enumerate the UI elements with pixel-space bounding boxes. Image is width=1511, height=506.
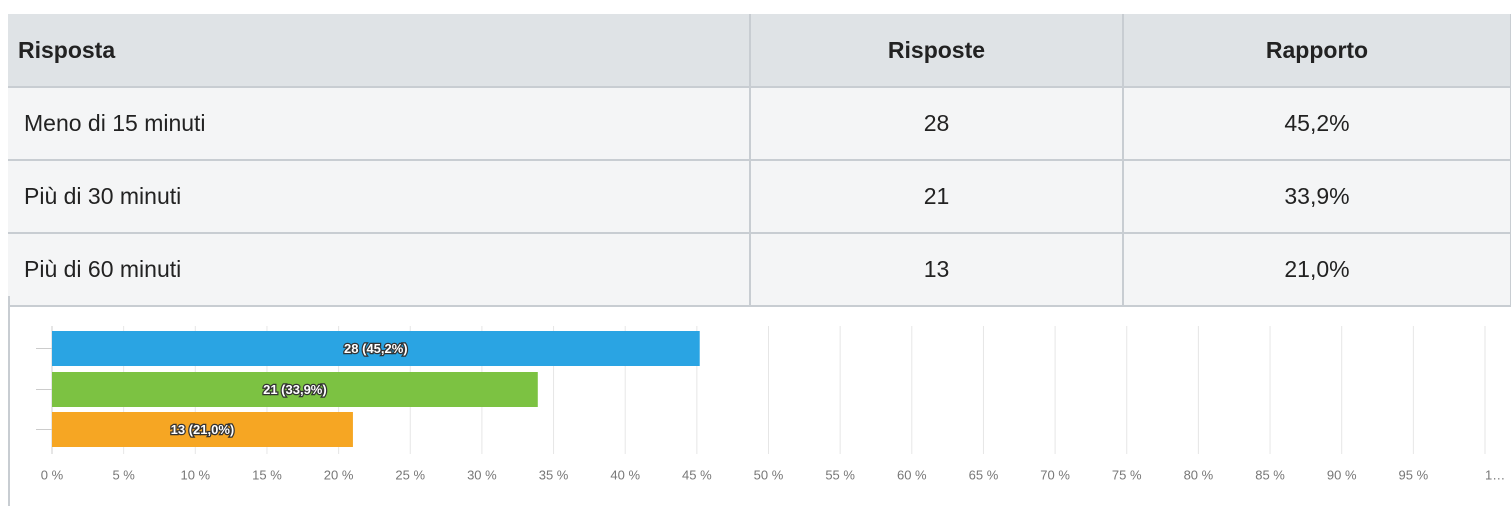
header-cell: Risposta: [8, 14, 751, 88]
bar-label: 13 (21,0%): [171, 422, 235, 437]
x-tick-label: 80 %: [1184, 467, 1214, 482]
bar-label: 28 (45,2%): [344, 341, 408, 356]
cell-text: 33,9%: [1284, 183, 1350, 209]
x-tick-label: 1…: [1485, 467, 1505, 482]
x-tick-label: 70 %: [1040, 467, 1070, 482]
x-tick-label: 50 %: [754, 467, 784, 482]
x-tick-label: 25 %: [395, 467, 425, 482]
table-row: Meno di 15 minuti 28 45,2%: [8, 87, 1511, 161]
x-tick-label: 45 %: [682, 467, 712, 482]
x-tick-label: 55 %: [825, 467, 855, 482]
x-tick-label: 60 %: [897, 467, 927, 482]
chart: 0 % 5 % 10 % 15 % 20 % 25 % 30 % 35 % 40 % 45 % 50…: [8, 296, 1505, 506]
x-tick-label: 95 %: [1399, 467, 1429, 482]
table-row: Più di 30 minuti 21 33,9%: [8, 160, 1511, 234]
header-row: Risposta Risposte Rapporto: [8, 14, 1511, 88]
cell-text: Meno di 15 minuti: [24, 110, 206, 136]
bar-label: 21 (33,9%): [263, 382, 327, 397]
x-tick-label: 90 %: [1327, 467, 1357, 482]
x-tick-label: 15 %: [252, 467, 282, 482]
x-tick-label: 65 %: [969, 467, 999, 482]
x-tick-label: 0 %: [41, 467, 64, 482]
x-tick-label: 10 %: [180, 467, 210, 482]
table-cell: 33,9%: [1123, 160, 1511, 234]
x-tick-label: 85 %: [1255, 467, 1285, 482]
results-table-wrap: Risposta Risposte Rapporto Meno di 15 mi…: [8, 14, 1511, 307]
x-tick-label: 35 %: [539, 467, 569, 482]
cell-text: 13: [923, 256, 950, 282]
bar: [52, 372, 538, 407]
x-tick-label: 75 %: [1112, 467, 1142, 482]
table-row: Più di 60 minuti 13 21,0%: [8, 233, 1511, 307]
table-cell: 13: [750, 233, 1124, 307]
table-cell: 45,2%: [1123, 87, 1511, 161]
cell-text: 21,0%: [1284, 256, 1350, 282]
table-cell: 28: [750, 87, 1124, 161]
table-cell: 21: [750, 160, 1124, 234]
cell-text: Più di 60 minuti: [24, 256, 182, 282]
results-table: Risposta Risposte Rapporto Meno di 15 mi…: [8, 14, 1511, 307]
header-cell: Rapporto: [1123, 14, 1511, 88]
x-tick-label: 20 %: [324, 467, 354, 482]
cell-text: 45,2%: [1284, 110, 1350, 136]
table-cell: 21,0%: [1123, 233, 1511, 307]
header-cell: Risposte: [750, 14, 1124, 88]
cell-text: 28: [923, 110, 950, 136]
bar: [52, 331, 700, 366]
cell-text: 21: [923, 183, 950, 209]
table-cell: Più di 30 minuti: [8, 160, 751, 234]
table-cell: Meno di 15 minuti: [8, 87, 751, 161]
bar: [52, 412, 353, 447]
table-cell: Più di 60 minuti: [8, 233, 751, 307]
x-tick-label: 30 %: [467, 467, 497, 482]
x-tick-label: 5 %: [112, 467, 135, 482]
cell-text: Più di 30 minuti: [24, 183, 182, 209]
x-tick-label: 40 %: [610, 467, 640, 482]
